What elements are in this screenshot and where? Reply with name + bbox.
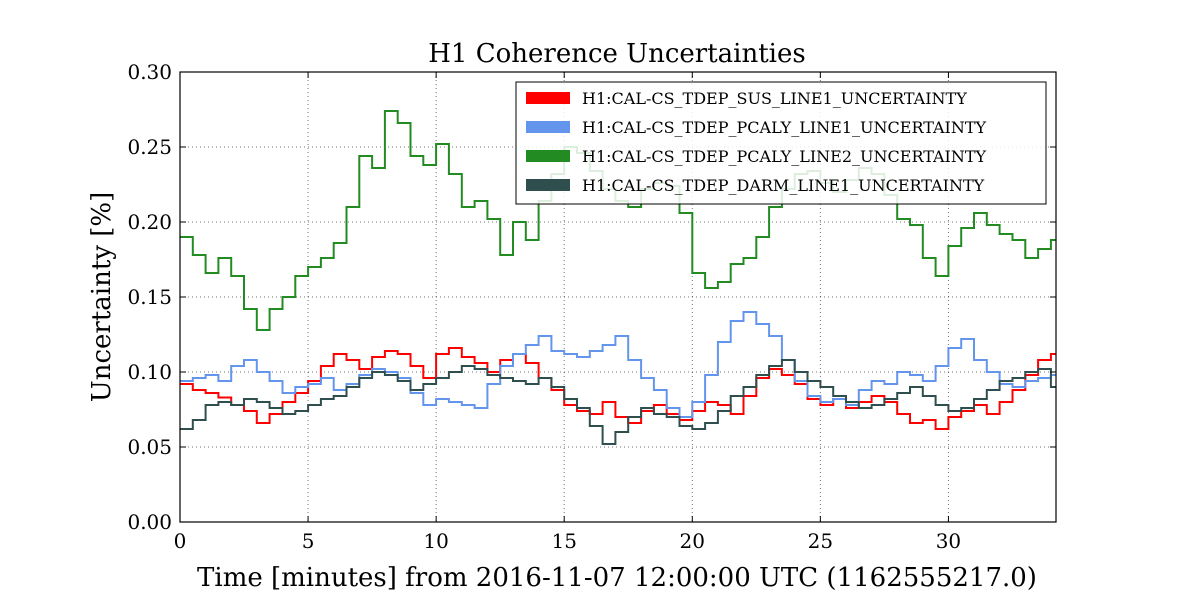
x-tick-label: 15	[551, 529, 576, 553]
chart-title: H1 Coherence Uncertainties	[428, 39, 805, 69]
legend-entry: H1:CAL-CS_TDEP_PCALY_LINE1_UNCERTAINTY	[582, 118, 987, 137]
y-tick-label: 0.20	[127, 210, 172, 234]
x-axis-label: Time [minutes] from 2016-11-07 12:00:00 …	[197, 563, 1037, 593]
legend-swatch	[526, 179, 570, 191]
legend-entry: H1:CAL-CS_TDEP_PCALY_LINE2_UNCERTAINTY	[582, 147, 987, 166]
x-tick-label: 5	[302, 529, 315, 553]
x-tick-label: 25	[808, 529, 833, 553]
ticks: 0 5 10 15 20 25 30 0.00 0.05 0.10 0.15 0.20 0.25 0.30	[127, 60, 1056, 553]
grid	[180, 72, 1056, 522]
x-tick-label: 20	[680, 529, 705, 553]
y-tick-label: 0.10	[127, 360, 172, 384]
y-tick-label: 0.00	[127, 510, 172, 534]
y-axis-label: Uncertainty [%]	[87, 192, 117, 402]
y-tick-label: 0.30	[127, 60, 172, 84]
legend-entry: H1:CAL-CS_TDEP_SUS_LINE1_UNCERTAINTY	[582, 89, 967, 108]
legend: H1:CAL-CS_TDEP_SUS_LINE1_UNCERTAINTY H1:C…	[515, 81, 1047, 205]
series-line-4	[180, 359, 1056, 445]
y-tick-label: 0.05	[127, 435, 172, 459]
x-tick-label: 0	[174, 529, 187, 553]
series-line-1	[180, 347, 1056, 430]
legend-box	[515, 81, 1047, 205]
y-tick-label: 0.25	[127, 135, 172, 159]
x-tick-label: 10	[423, 529, 448, 553]
legend-swatch	[526, 150, 570, 162]
series-line-2	[180, 311, 1056, 418]
legend-swatch	[526, 121, 570, 133]
legend-swatch	[526, 92, 570, 104]
x-tick-label: 30	[936, 529, 961, 553]
y-tick-label: 0.15	[127, 285, 172, 309]
legend-entry: H1:CAL-CS_TDEP_DARM_LINE1_UNCERTAINTY	[582, 176, 985, 195]
